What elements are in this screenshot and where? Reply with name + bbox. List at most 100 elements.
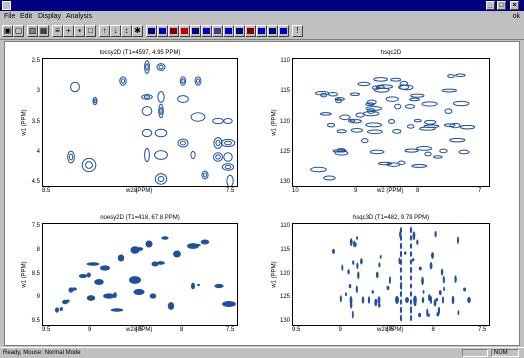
contour-peak xyxy=(158,64,164,70)
toolbar-button-star[interactable]: ✱ xyxy=(132,25,143,37)
toolbar-button-color-10[interactable] xyxy=(245,25,256,37)
contour-peak xyxy=(332,149,347,153)
toolbar-button-save[interactable]: ▢ xyxy=(13,25,24,37)
toolbar-button-peak[interactable]: □ xyxy=(85,25,96,37)
menu-edit[interactable]: Edit xyxy=(20,13,33,20)
toolbar-button-print[interactable]: ▥ xyxy=(27,25,38,37)
menu-file[interactable]: File xyxy=(4,13,16,20)
contour-peak xyxy=(366,129,383,135)
contour-peak xyxy=(435,297,439,302)
panel-title: tocsy2D (T1=4597, 4.95 PPM) xyxy=(99,50,181,56)
toolbar-button-color-11[interactable] xyxy=(256,25,267,37)
toolbar-button-open[interactable]: ▣ xyxy=(2,25,13,37)
contour-peak xyxy=(467,296,471,304)
y-tick-label: 125 xyxy=(279,294,290,301)
title-bar: _ □ × xyxy=(0,0,524,11)
status-bar: Ready, Mouse: Normal Mode NUM xyxy=(0,347,524,358)
contour-peak xyxy=(366,99,377,105)
contour-peak xyxy=(404,251,407,255)
contour-peak xyxy=(395,295,399,305)
menu-analysis[interactable]: Analysis xyxy=(66,13,93,20)
y-tick-label: 115 xyxy=(280,246,290,253)
toolbar-button-zoom[interactable]: ▦ xyxy=(38,25,49,37)
toolbar-button-color-2[interactable] xyxy=(157,25,168,37)
toolbar-button-color-4[interactable] xyxy=(179,25,190,37)
contour-peak xyxy=(212,117,224,125)
contour-peak xyxy=(355,285,358,294)
contour-peak xyxy=(399,282,403,290)
contour-peak xyxy=(366,108,376,114)
x-tick-label: 8.5 xyxy=(42,188,51,194)
toolbar-button-color-5[interactable] xyxy=(190,25,201,37)
toolbar-button-contour-up[interactable]: ↑ xyxy=(99,25,110,37)
contour-peak xyxy=(86,295,96,301)
level-icon: ↕ xyxy=(124,26,129,35)
contour-peak xyxy=(157,91,165,103)
contour-peak xyxy=(158,103,164,119)
contour-peak xyxy=(145,240,153,248)
spectrum-panel-3[interactable]: noesy2D (T1=418, 67.8 PPM) 7.5 8 8.5 9 9.5 9.5… xyxy=(22,215,238,333)
toolbar-button-color-6[interactable] xyxy=(201,25,212,37)
contour-peak xyxy=(399,235,403,241)
toolbar-button-level[interactable]: ↕ xyxy=(121,25,132,37)
contour-peak xyxy=(390,77,402,82)
open-icon: ▣ xyxy=(3,26,12,35)
x-tick-label: 9 xyxy=(354,188,358,194)
x-tick-label: 8.5 xyxy=(385,327,394,333)
contour-peak xyxy=(440,268,444,276)
spectrum-plot-area[interactable] xyxy=(42,58,238,187)
contour-peak xyxy=(424,119,437,125)
contour-peak xyxy=(463,287,467,292)
toolbar-button-color-13[interactable] xyxy=(278,25,289,37)
contour-peak xyxy=(378,262,381,268)
contour-peak xyxy=(399,275,403,281)
menu-display[interactable]: Display xyxy=(38,13,61,20)
contour-peak xyxy=(71,287,77,291)
toolbar-button-color-3[interactable] xyxy=(168,25,179,37)
contour-peak xyxy=(429,262,433,270)
contour-peak xyxy=(441,88,457,93)
spectrum-plot-area[interactable] xyxy=(42,223,238,326)
contour-peak xyxy=(357,271,360,280)
x-axis-label: w2 (PPM) xyxy=(126,188,153,194)
contour-peak xyxy=(439,148,448,154)
contour-peak xyxy=(350,127,363,133)
toolbar-button-crosshair[interactable]: + xyxy=(63,25,74,37)
toolbar-button-grid[interactable]: ▪ xyxy=(74,25,85,37)
contour-peak xyxy=(379,255,382,259)
contour-canvas xyxy=(309,73,476,181)
y-tick-label: 7.5 xyxy=(31,223,40,229)
toolbar-button-color-8[interactable] xyxy=(223,25,234,37)
contour-peak xyxy=(454,275,457,283)
minimize-button[interactable]: _ xyxy=(486,1,495,10)
contour-peak xyxy=(348,284,352,289)
toolbar-button-color-12[interactable] xyxy=(267,25,278,37)
toolbar-button-contour-down[interactable]: ↓ xyxy=(110,25,121,37)
toolbar-button-color-7[interactable] xyxy=(212,25,223,37)
contour-peak xyxy=(349,92,361,96)
maximize-button[interactable]: □ xyxy=(497,1,506,10)
contour-peak xyxy=(157,175,165,183)
spectrum-panel-1[interactable]: tocsy2D (T1=4597, 4.95 PPM) 2.5 3 3.5 4 4.5 8.… xyxy=(22,50,238,194)
toolbar-button-pan[interactable]: ≡ xyxy=(52,25,63,37)
y-axis-label: w1 (PPM) xyxy=(21,260,28,288)
y-tick-label: 120 xyxy=(279,118,290,125)
contour-peak xyxy=(326,122,336,128)
contour-up-icon: ↑ xyxy=(102,26,107,35)
toolbar-button-info[interactable]: ! xyxy=(292,25,303,37)
spectrum-panel-2[interactable]: hsqc2D 110 115 120 125 130 10 9 8 7 w2 (PPM) w1 (PP… xyxy=(272,50,490,194)
spectrum-plot-area[interactable] xyxy=(292,223,490,326)
toolbar-button-color-9[interactable] xyxy=(234,25,245,37)
toolbar-button-color-1[interactable] xyxy=(146,25,157,37)
color-1-icon xyxy=(148,28,155,34)
spectrum-panel-4[interactable]: hsqc3D (T1=482, 9.79 PPM) 110 115 120 125 130… xyxy=(272,215,490,333)
system-menu-icon[interactable] xyxy=(2,1,11,10)
color-11-icon xyxy=(258,28,265,34)
contour-peak xyxy=(441,296,445,304)
x-tick-label: 8.5 xyxy=(134,327,143,333)
spectrum-plot-area[interactable] xyxy=(292,58,490,187)
y-axis-label: w1 (PPM) xyxy=(21,108,28,136)
contour-peak xyxy=(416,239,419,245)
contour-peak xyxy=(385,96,399,102)
close-button[interactable]: × xyxy=(510,1,519,10)
